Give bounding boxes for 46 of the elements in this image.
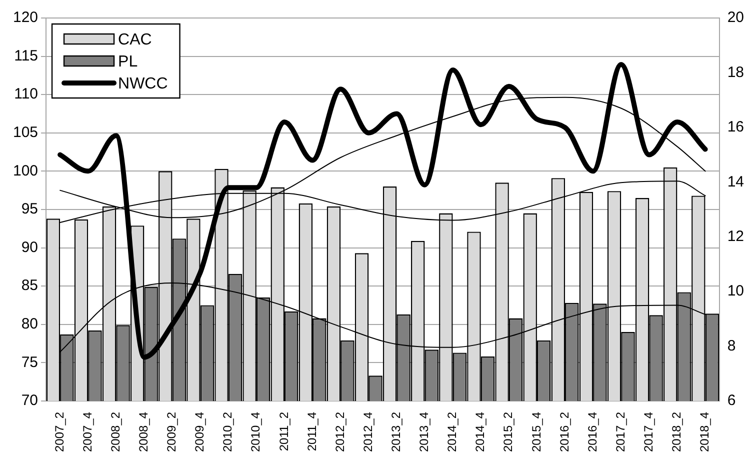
x-tick-label: 2012_2 — [332, 412, 347, 452]
legend-label: NWCC — [118, 75, 168, 92]
x-tick-label: 2013_2 — [389, 412, 404, 452]
x-tick-label: 2009_4 — [192, 412, 207, 452]
x-tick-label: 2016_2 — [557, 412, 572, 452]
y2-tick-label: 18 — [727, 64, 744, 81]
x-tick-label: 2007_4 — [80, 412, 94, 452]
y2-tick-label: 8 — [727, 337, 736, 354]
x-tick-label: 2011_4 — [304, 412, 319, 452]
y2-tick-label: 12 — [727, 228, 744, 245]
x-tick-label: 2017_2 — [613, 412, 628, 452]
x-tick-label: 2013_4 — [417, 412, 432, 452]
y-tick-label: 120 — [12, 9, 38, 26]
y-tick-label: 100 — [12, 162, 38, 180]
y-tick-label: 105 — [12, 124, 38, 142]
x-tick-label: 2007_2 — [52, 412, 66, 452]
x-tick-label: 2018_2 — [670, 412, 684, 452]
y-tick-label: 85 — [21, 277, 38, 294]
x-tick-label: 2009_2 — [164, 412, 179, 452]
x-tick-label: 2015_2 — [501, 412, 516, 452]
x-tick-label: 2008_2 — [108, 412, 122, 452]
x-tick-label: 2015_4 — [529, 412, 544, 452]
y-tick-label: 95 — [21, 200, 38, 218]
y-tick-label: 80 — [21, 316, 38, 333]
x-tick-label: 2014_2 — [445, 412, 460, 452]
y2-tick-label: 10 — [727, 282, 744, 300]
y-tick-label: 115 — [14, 47, 38, 64]
x-tick-label: 2008_4 — [136, 412, 151, 452]
y2-tick-label: 16 — [727, 118, 744, 136]
x-tick-label: 2017_4 — [641, 412, 656, 452]
legend-label: PL — [118, 53, 138, 70]
x-tick-label: 2018_4 — [698, 412, 712, 452]
x-tick-label: 2016_4 — [585, 412, 600, 452]
legend-label: CAC — [118, 31, 152, 48]
y2-tick-label: 6 — [727, 392, 736, 410]
x-tick-label: 2010_2 — [220, 412, 235, 452]
y2-tick-label: 14 — [727, 173, 744, 190]
y-tick-label: 75 — [21, 354, 38, 371]
x-tick-label: 2014_4 — [473, 412, 488, 452]
y-tick-label: 90 — [21, 238, 38, 256]
x-tick-label: 2012_4 — [360, 412, 375, 452]
y2-tick-label: 20 — [727, 9, 744, 26]
y-tick-label: 70 — [21, 392, 38, 410]
y-tick-label: 110 — [14, 86, 38, 103]
x-tick-label: 2010_4 — [248, 412, 263, 452]
x-tick-label: 2011_2 — [276, 412, 291, 452]
